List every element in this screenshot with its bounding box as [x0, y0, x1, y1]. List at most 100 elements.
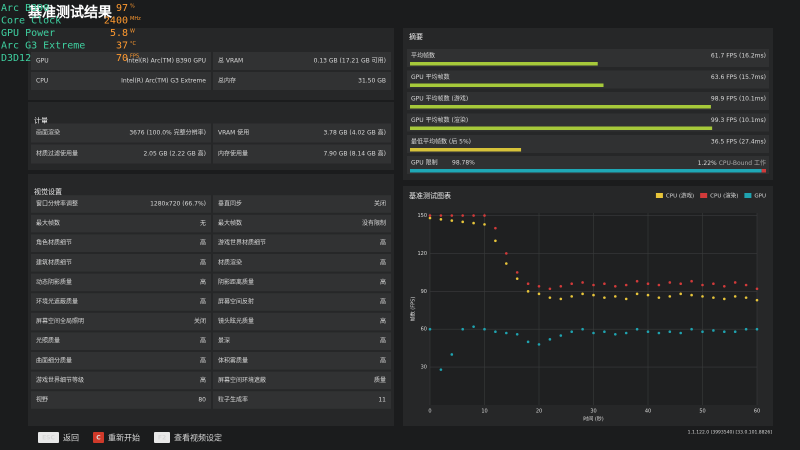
setting-label: GPU — [36, 58, 49, 65]
summary-label: 最低平均帧数 (后 5%) — [411, 138, 471, 146]
key-label[interactable]: F2 — [158, 435, 166, 442]
setting-label: 总 VRAM — [218, 57, 243, 65]
data-point — [603, 282, 606, 286]
version-text: 1.1.122.0 (3993540) [33.0.101.8826] — [688, 430, 773, 436]
data-point — [657, 283, 661, 287]
y-tick-label: 150 — [417, 213, 427, 219]
setting-value: Intel(R) Arc(TM) G3 Extreme — [121, 78, 206, 85]
gpu-limit-bar — [761, 169, 766, 173]
setting-label: 屏幕空间反射 — [218, 298, 254, 306]
cpu-bound-percent: 1.22% — [698, 160, 717, 167]
setting-value: 2.05 GB (2.22 GB 高) — [143, 150, 206, 158]
setting-label: 内存使用量 — [218, 150, 248, 158]
data-point — [472, 325, 475, 328]
data-point — [744, 283, 748, 287]
x-tick-label: 60 — [754, 409, 760, 415]
key-badge[interactable] — [38, 432, 59, 443]
data-point — [515, 271, 519, 274]
setting-value: 高 — [200, 278, 206, 286]
row-bg — [213, 312, 391, 331]
setting-value: 3676 (100.0% 完整分辨率) — [129, 129, 206, 137]
setting-value: 80 — [198, 397, 206, 404]
data-point — [548, 296, 552, 299]
row-bg — [31, 72, 211, 90]
button-label[interactable]: 重新开始 — [108, 433, 140, 443]
data-point — [461, 327, 465, 331]
row-bg — [213, 391, 391, 409]
data-point — [712, 296, 715, 299]
setting-value: 关闭 — [374, 200, 386, 208]
y-tick-label: 60 — [421, 327, 427, 333]
row-bg — [31, 391, 211, 409]
setting-label: CPU — [36, 78, 48, 85]
data-point — [646, 330, 650, 334]
setting-label: 动态阴影质量 — [36, 278, 72, 286]
key-label[interactable]: ESC — [42, 435, 55, 442]
summary-bar — [410, 105, 711, 109]
setting-label: 阴影距离质量 — [218, 278, 254, 286]
row-bg — [213, 72, 391, 90]
setting-label: 镜头眩光质量 — [218, 317, 254, 325]
osd-label: GPU Power — [1, 28, 55, 39]
x-tick-label: 40 — [645, 409, 651, 415]
button-label[interactable]: 查看视频设定 — [174, 433, 222, 443]
key-badge[interactable] — [154, 432, 170, 443]
row-bg — [31, 332, 211, 350]
data-point — [723, 297, 726, 301]
row-bg — [31, 293, 211, 311]
y-tick-label: 90 — [421, 289, 427, 295]
row-bg — [31, 52, 211, 70]
data-point — [603, 330, 606, 334]
setting-value: 高 — [380, 337, 386, 345]
row-bg — [213, 273, 391, 292]
row-bg — [31, 123, 211, 143]
data-point — [701, 330, 704, 334]
osd-value: 5.8 — [110, 28, 128, 39]
data-point — [635, 327, 639, 331]
key-badge[interactable] — [93, 432, 104, 443]
data-point — [723, 330, 726, 334]
row-bg — [213, 332, 391, 350]
key-label[interactable]: C — [96, 435, 101, 442]
summary-label: GPU 平均帧数 (游戏) — [411, 95, 468, 103]
data-point — [690, 293, 693, 297]
setting-value: Intel(R) Arc(TM) B390 GPU — [127, 58, 206, 65]
setting-value: 高 — [200, 298, 206, 306]
data-point — [526, 340, 530, 344]
row-bg — [213, 144, 391, 164]
data-point — [635, 292, 639, 296]
summary-bar — [410, 126, 713, 130]
data-point — [559, 284, 563, 288]
data-point — [483, 327, 486, 331]
data-point — [439, 218, 443, 221]
row-bg — [213, 214, 391, 233]
row-bg — [31, 144, 211, 164]
osd-label: D3D12 — [1, 53, 31, 64]
x-tick-label: 20 — [536, 409, 542, 415]
setting-label: VRAM 使用 — [218, 129, 249, 137]
button-label[interactable]: 返回 — [63, 434, 79, 443]
data-point — [559, 334, 563, 337]
cpu-bound-note: CPU-Bound 工作 — [719, 159, 766, 167]
data-point — [690, 279, 693, 283]
row-bg — [213, 52, 391, 70]
data-point — [428, 214, 432, 217]
osd-unit: % — [130, 4, 135, 10]
data-point — [701, 283, 704, 287]
data-point — [733, 281, 737, 284]
setting-label: 垂直同步 — [218, 200, 242, 208]
data-point — [559, 297, 563, 301]
data-point — [592, 283, 595, 287]
summary-value: 99.3 FPS (10.1ms) — [711, 117, 766, 124]
osd-label: Core Clock — [1, 16, 61, 27]
data-point — [755, 287, 759, 291]
setting-value: 0.13 GB (17.21 GB 可用) — [314, 58, 386, 65]
osd-unit: FPS — [130, 54, 139, 60]
setting-value: 高 — [200, 356, 206, 364]
row-bg — [31, 273, 211, 292]
gpu-limit-bar — [410, 169, 762, 173]
data-point — [679, 331, 682, 335]
setting-value: 高 — [380, 356, 386, 364]
setting-value: 高 — [380, 298, 386, 306]
gpu-limit-label: GPU 限制 — [411, 159, 438, 167]
